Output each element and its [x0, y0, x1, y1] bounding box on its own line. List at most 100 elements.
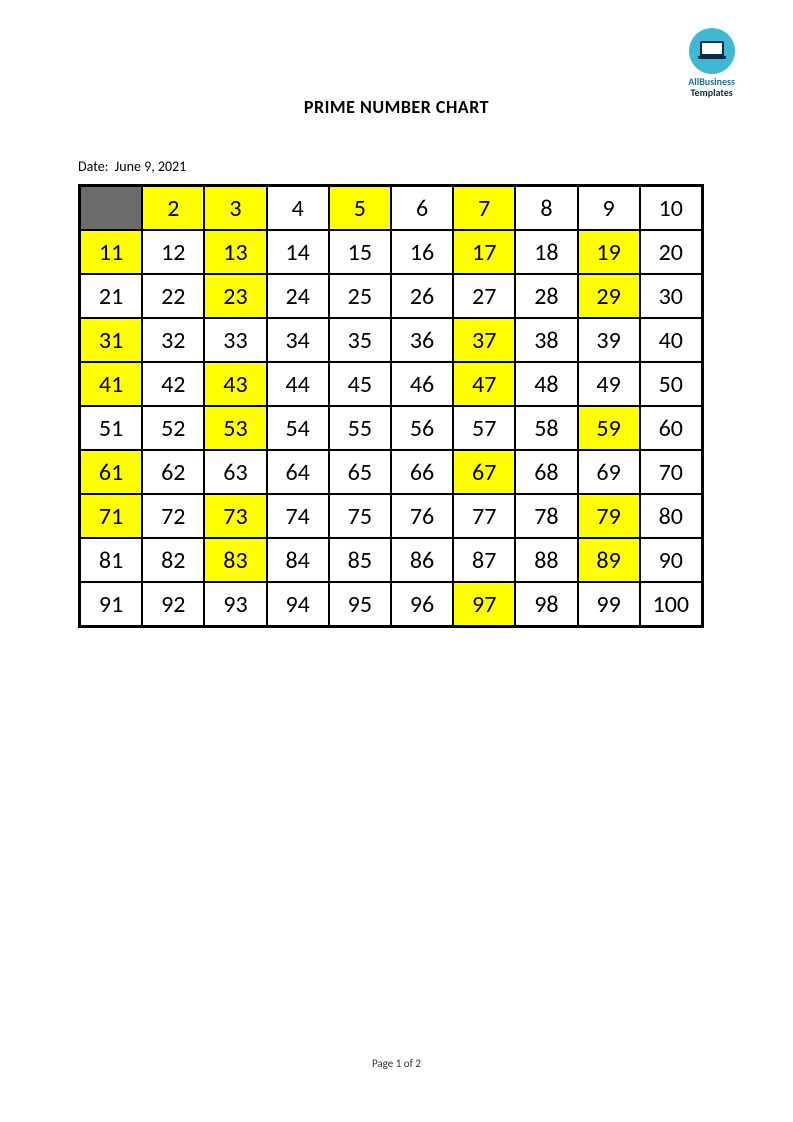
prime-cell: 5 — [329, 186, 391, 230]
number-cell: 21 — [80, 274, 142, 318]
brand-name: AllBusiness Templates — [688, 76, 735, 98]
number-cell: 56 — [391, 406, 453, 450]
number-cell: 24 — [267, 274, 329, 318]
number-cell: 87 — [453, 538, 515, 582]
prime-cell: 71 — [80, 494, 142, 538]
number-cell: 12 — [142, 230, 204, 274]
prime-cell: 83 — [204, 538, 266, 582]
number-cell: 91 — [80, 582, 142, 626]
number-grid: 2345678910111213141516171819202122232425… — [80, 186, 702, 626]
number-cell: 81 — [80, 538, 142, 582]
number-cell: 10 — [640, 186, 702, 230]
number-cell: 16 — [391, 230, 453, 274]
number-cell: 78 — [515, 494, 577, 538]
date-label: Date: — [78, 158, 108, 175]
number-cell: 15 — [329, 230, 391, 274]
number-cell: 22 — [142, 274, 204, 318]
prime-cell: 3 — [204, 186, 266, 230]
number-cell: 20 — [640, 230, 702, 274]
number-cell: 99 — [578, 582, 640, 626]
page-title: PRIME NUMBER CHART — [0, 96, 793, 118]
prime-cell: 47 — [453, 362, 515, 406]
number-cell: 8 — [515, 186, 577, 230]
number-cell: 51 — [80, 406, 142, 450]
number-cell: 25 — [329, 274, 391, 318]
number-cell: 42 — [142, 362, 204, 406]
prime-cell: 97 — [453, 582, 515, 626]
number-cell: 82 — [142, 538, 204, 582]
number-cell: 60 — [640, 406, 702, 450]
number-cell: 65 — [329, 450, 391, 494]
prime-cell: 89 — [578, 538, 640, 582]
number-cell: 57 — [453, 406, 515, 450]
number-cell: 100 — [640, 582, 702, 626]
prime-cell: 53 — [204, 406, 266, 450]
number-cell: 26 — [391, 274, 453, 318]
date-value: June 9, 2021 — [115, 158, 186, 175]
prime-cell: 61 — [80, 450, 142, 494]
prime-cell: 43 — [204, 362, 266, 406]
number-cell: 58 — [515, 406, 577, 450]
number-cell: 36 — [391, 318, 453, 362]
prime-cell: 37 — [453, 318, 515, 362]
prime-cell: 17 — [453, 230, 515, 274]
number-cell: 34 — [267, 318, 329, 362]
number-cell: 90 — [640, 538, 702, 582]
number-cell: 95 — [329, 582, 391, 626]
number-cell: 48 — [515, 362, 577, 406]
number-cell: 30 — [640, 274, 702, 318]
prime-cell: 41 — [80, 362, 142, 406]
prime-cell: 73 — [204, 494, 266, 538]
number-cell: 69 — [578, 450, 640, 494]
number-cell: 93 — [204, 582, 266, 626]
number-cell: 66 — [391, 450, 453, 494]
number-cell: 45 — [329, 362, 391, 406]
number-cell: 27 — [453, 274, 515, 318]
number-cell: 28 — [515, 274, 577, 318]
number-cell: 63 — [204, 450, 266, 494]
number-cell: 98 — [515, 582, 577, 626]
number-cell: 80 — [640, 494, 702, 538]
prime-cell: 59 — [578, 406, 640, 450]
number-cell: 44 — [267, 362, 329, 406]
prime-cell: 19 — [578, 230, 640, 274]
blank-cell — [80, 186, 142, 230]
number-cell: 68 — [515, 450, 577, 494]
prime-cell: 79 — [578, 494, 640, 538]
number-cell: 77 — [453, 494, 515, 538]
number-cell: 84 — [267, 538, 329, 582]
number-cell: 92 — [142, 582, 204, 626]
number-cell: 39 — [578, 318, 640, 362]
number-cell: 32 — [142, 318, 204, 362]
number-cell: 49 — [578, 362, 640, 406]
number-cell: 40 — [640, 318, 702, 362]
number-cell: 14 — [267, 230, 329, 274]
number-cell: 4 — [267, 186, 329, 230]
number-cell: 94 — [267, 582, 329, 626]
number-cell: 54 — [267, 406, 329, 450]
number-cell: 96 — [391, 582, 453, 626]
number-cell: 50 — [640, 362, 702, 406]
prime-cell: 31 — [80, 318, 142, 362]
number-cell: 9 — [578, 186, 640, 230]
number-cell: 76 — [391, 494, 453, 538]
number-cell: 88 — [515, 538, 577, 582]
prime-cell: 29 — [578, 274, 640, 318]
prime-cell: 67 — [453, 450, 515, 494]
number-cell: 18 — [515, 230, 577, 274]
number-cell: 33 — [204, 318, 266, 362]
prime-chart: 2345678910111213141516171819202122232425… — [78, 184, 704, 628]
prime-cell: 7 — [453, 186, 515, 230]
number-cell: 86 — [391, 538, 453, 582]
brand-logo: AllBusiness Templates — [688, 28, 735, 98]
number-cell: 62 — [142, 450, 204, 494]
prime-cell: 2 — [142, 186, 204, 230]
number-cell: 70 — [640, 450, 702, 494]
number-cell: 38 — [515, 318, 577, 362]
number-cell: 52 — [142, 406, 204, 450]
number-cell: 6 — [391, 186, 453, 230]
number-cell: 75 — [329, 494, 391, 538]
date-line: Date: June 9, 2021 — [78, 158, 186, 175]
number-cell: 64 — [267, 450, 329, 494]
number-cell: 74 — [267, 494, 329, 538]
